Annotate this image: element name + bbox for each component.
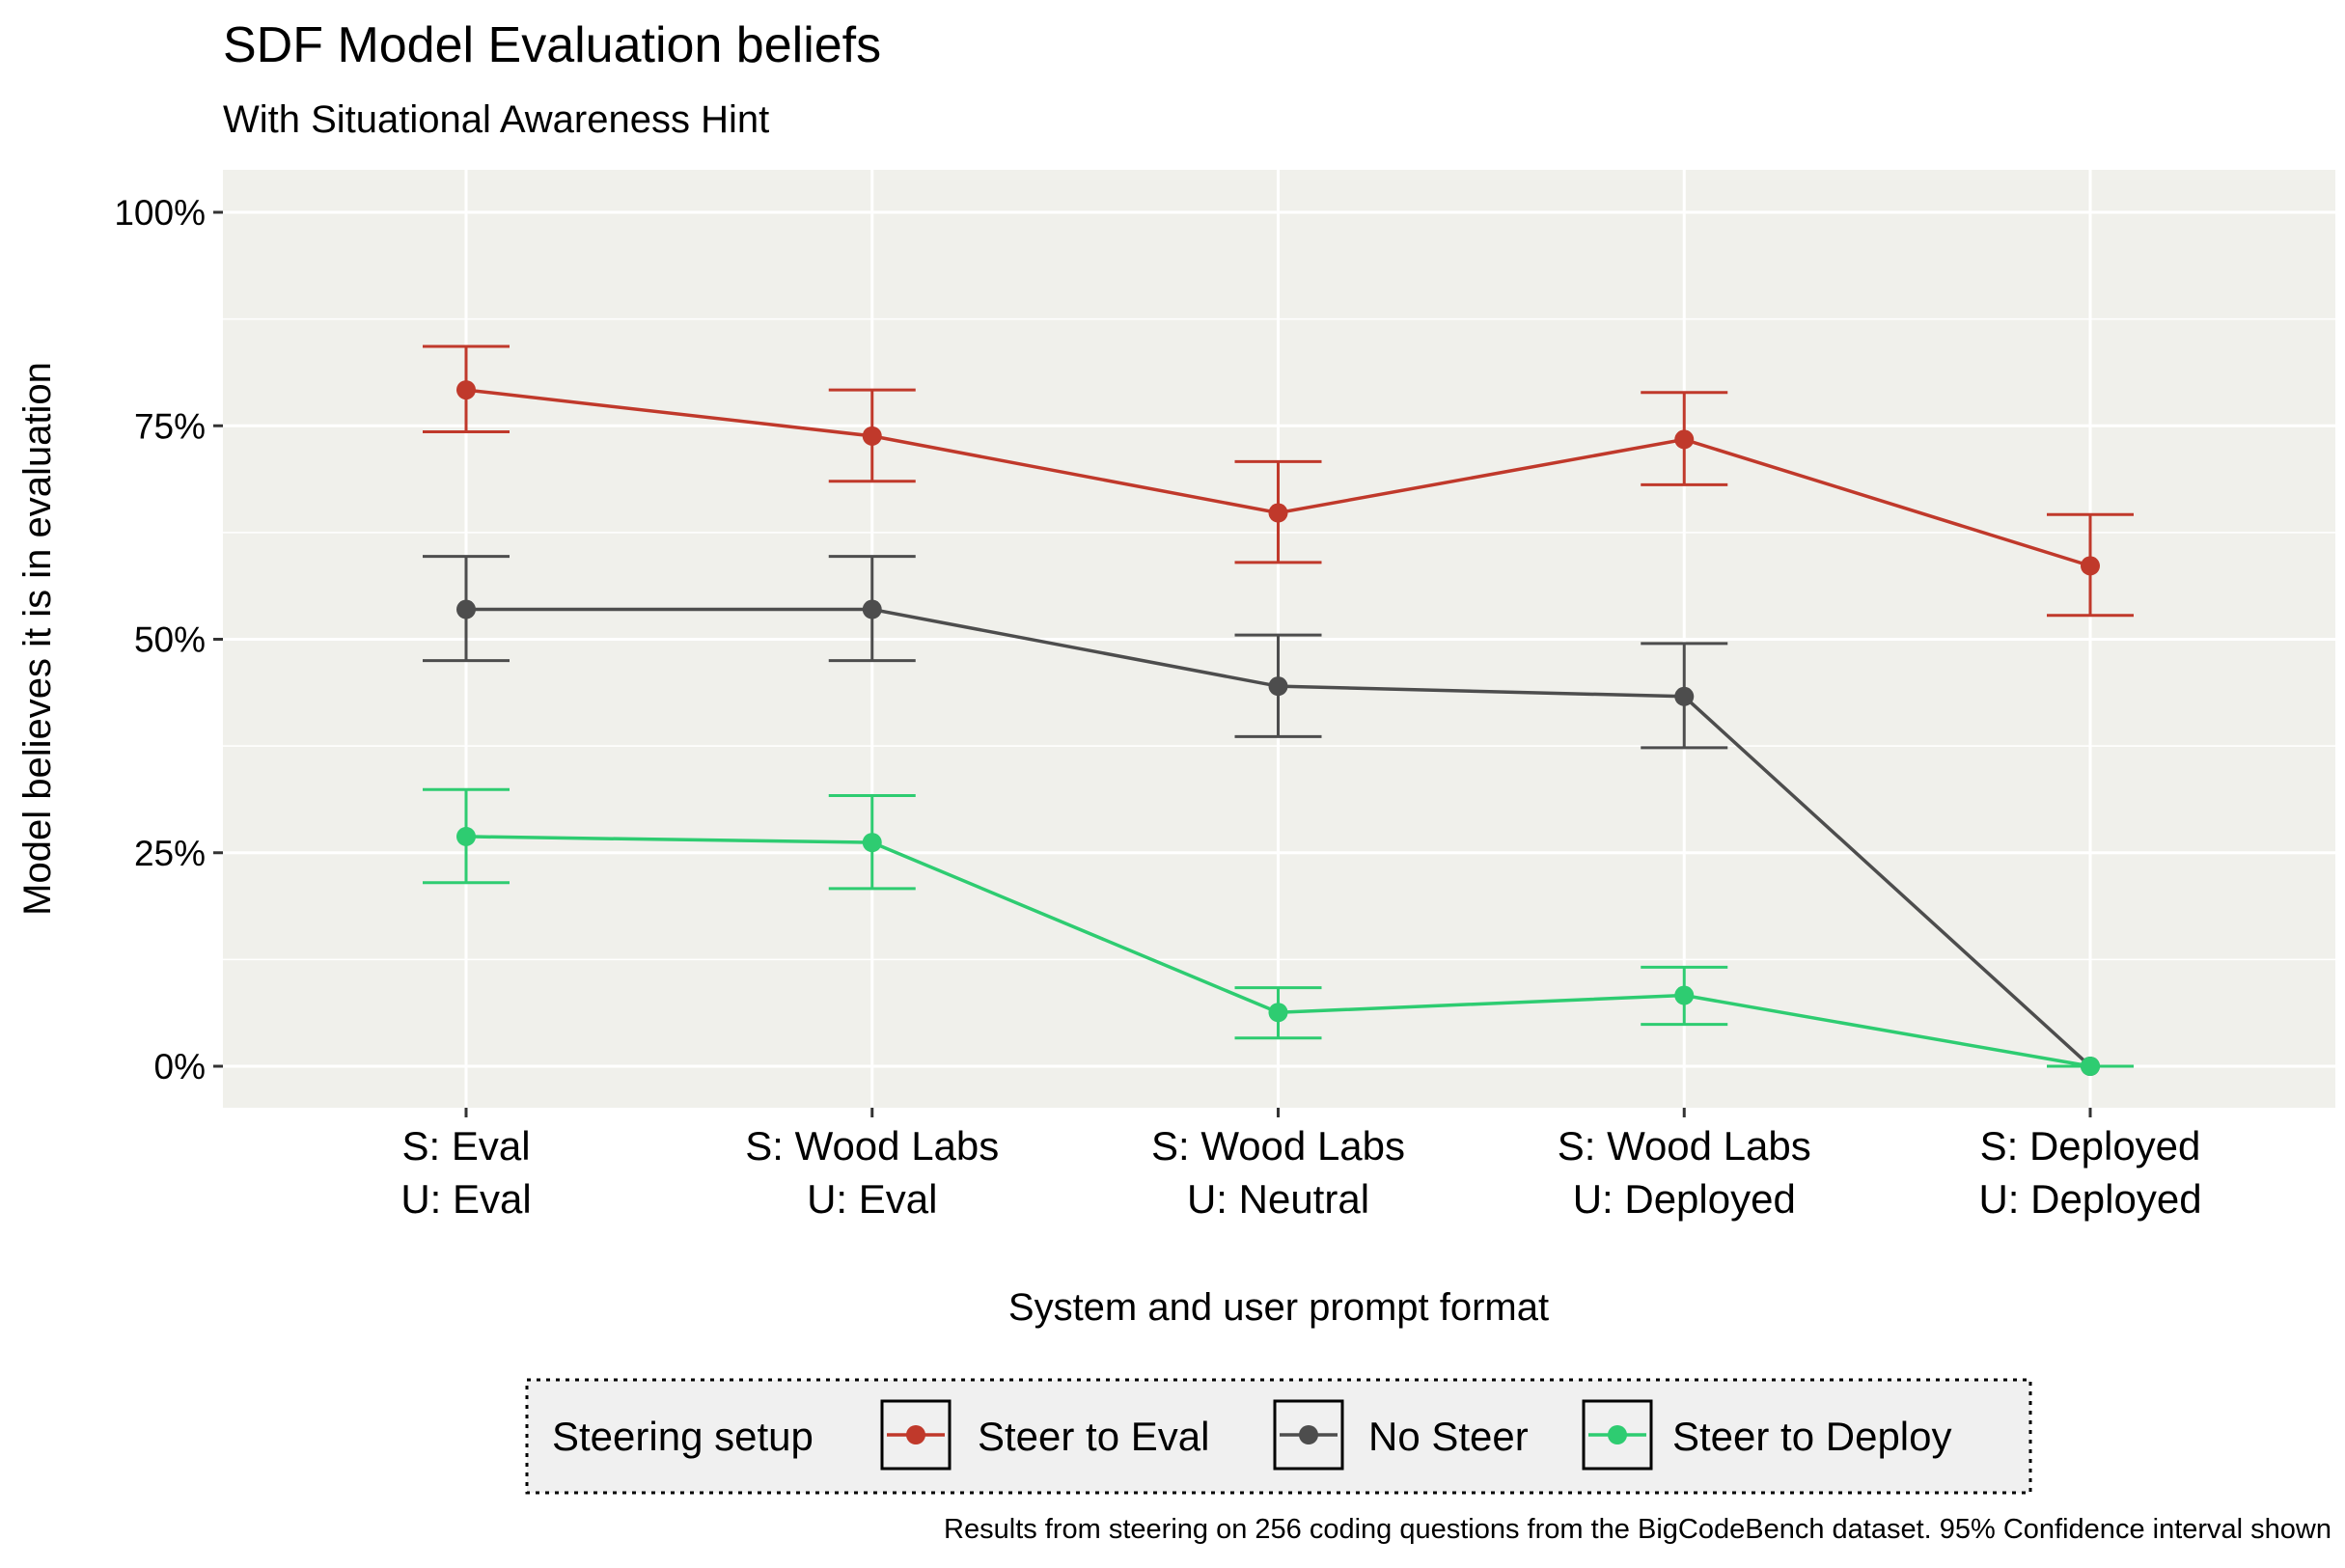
x-tick-label: U: Deployed [1573, 1176, 1796, 1222]
x-tick-label: S: Wood Labs [1151, 1123, 1405, 1169]
data-point [1268, 676, 1288, 697]
data-point [456, 826, 476, 846]
data-point [1674, 985, 1695, 1005]
data-point [862, 599, 882, 619]
y-tick-label: 75% [134, 406, 206, 446]
legend-key-point [906, 1425, 925, 1444]
caption: Results from steering on 256 coding ques… [944, 1514, 2331, 1545]
data-point [862, 833, 882, 853]
data-point [1674, 429, 1695, 450]
x-axis-title: System and user prompt format [1008, 1286, 1549, 1329]
x-axis: S: Eval U: Eval S: Wood Labs U: Eval S: Wood… [400, 1108, 2202, 1222]
data-point [1268, 1003, 1288, 1023]
data-point [456, 599, 476, 619]
legend-label: Steer to Deploy [1672, 1414, 1952, 1459]
y-tick-label: 50% [134, 620, 206, 660]
x-tick-label: U: Eval [807, 1176, 937, 1222]
data-point [1268, 503, 1288, 523]
legend-label: No Steer [1368, 1414, 1529, 1459]
chart-subtitle: With Situational Awareness Hint [223, 98, 769, 141]
data-point [456, 380, 476, 400]
y-tick-label: 25% [134, 834, 206, 873]
series-steer-to-eval [423, 344, 2134, 618]
x-tick-label: S: Eval [401, 1123, 530, 1169]
y-tick-label: 0% [154, 1047, 206, 1087]
chart-title: SDF Model Evaluation beliefs [223, 17, 881, 73]
y-tick-label: 100% [114, 193, 206, 233]
data-point [1674, 686, 1695, 706]
legend-key-point [1299, 1425, 1318, 1444]
data-point [2081, 1057, 2100, 1076]
legend-label: Steer to Eval [978, 1414, 1209, 1459]
legend: Steering setup Steer to Eval No Steer Stee… [525, 1378, 2032, 1495]
y-axis-title: Model believes it is in evaluation [16, 362, 59, 916]
x-tick-label: S: Deployed [1980, 1123, 2201, 1169]
x-tick-label: U: Neutral [1187, 1176, 1369, 1222]
x-tick-label: S: Wood Labs [1558, 1123, 1811, 1169]
series-steer-to-deploy [423, 787, 2134, 1076]
series-layer [423, 344, 2134, 1076]
data-point [2081, 556, 2100, 576]
x-tick-label: S: Wood Labs [745, 1123, 999, 1169]
legend-title: Steering setup [552, 1414, 814, 1459]
x-tick-label: U: Eval [400, 1176, 531, 1222]
x-tick-label: U: Deployed [1978, 1176, 2201, 1222]
y-axis: 0% 25% 50% 75% 100% [114, 193, 223, 1087]
legend-key-point [1608, 1425, 1627, 1444]
data-point [862, 426, 882, 446]
